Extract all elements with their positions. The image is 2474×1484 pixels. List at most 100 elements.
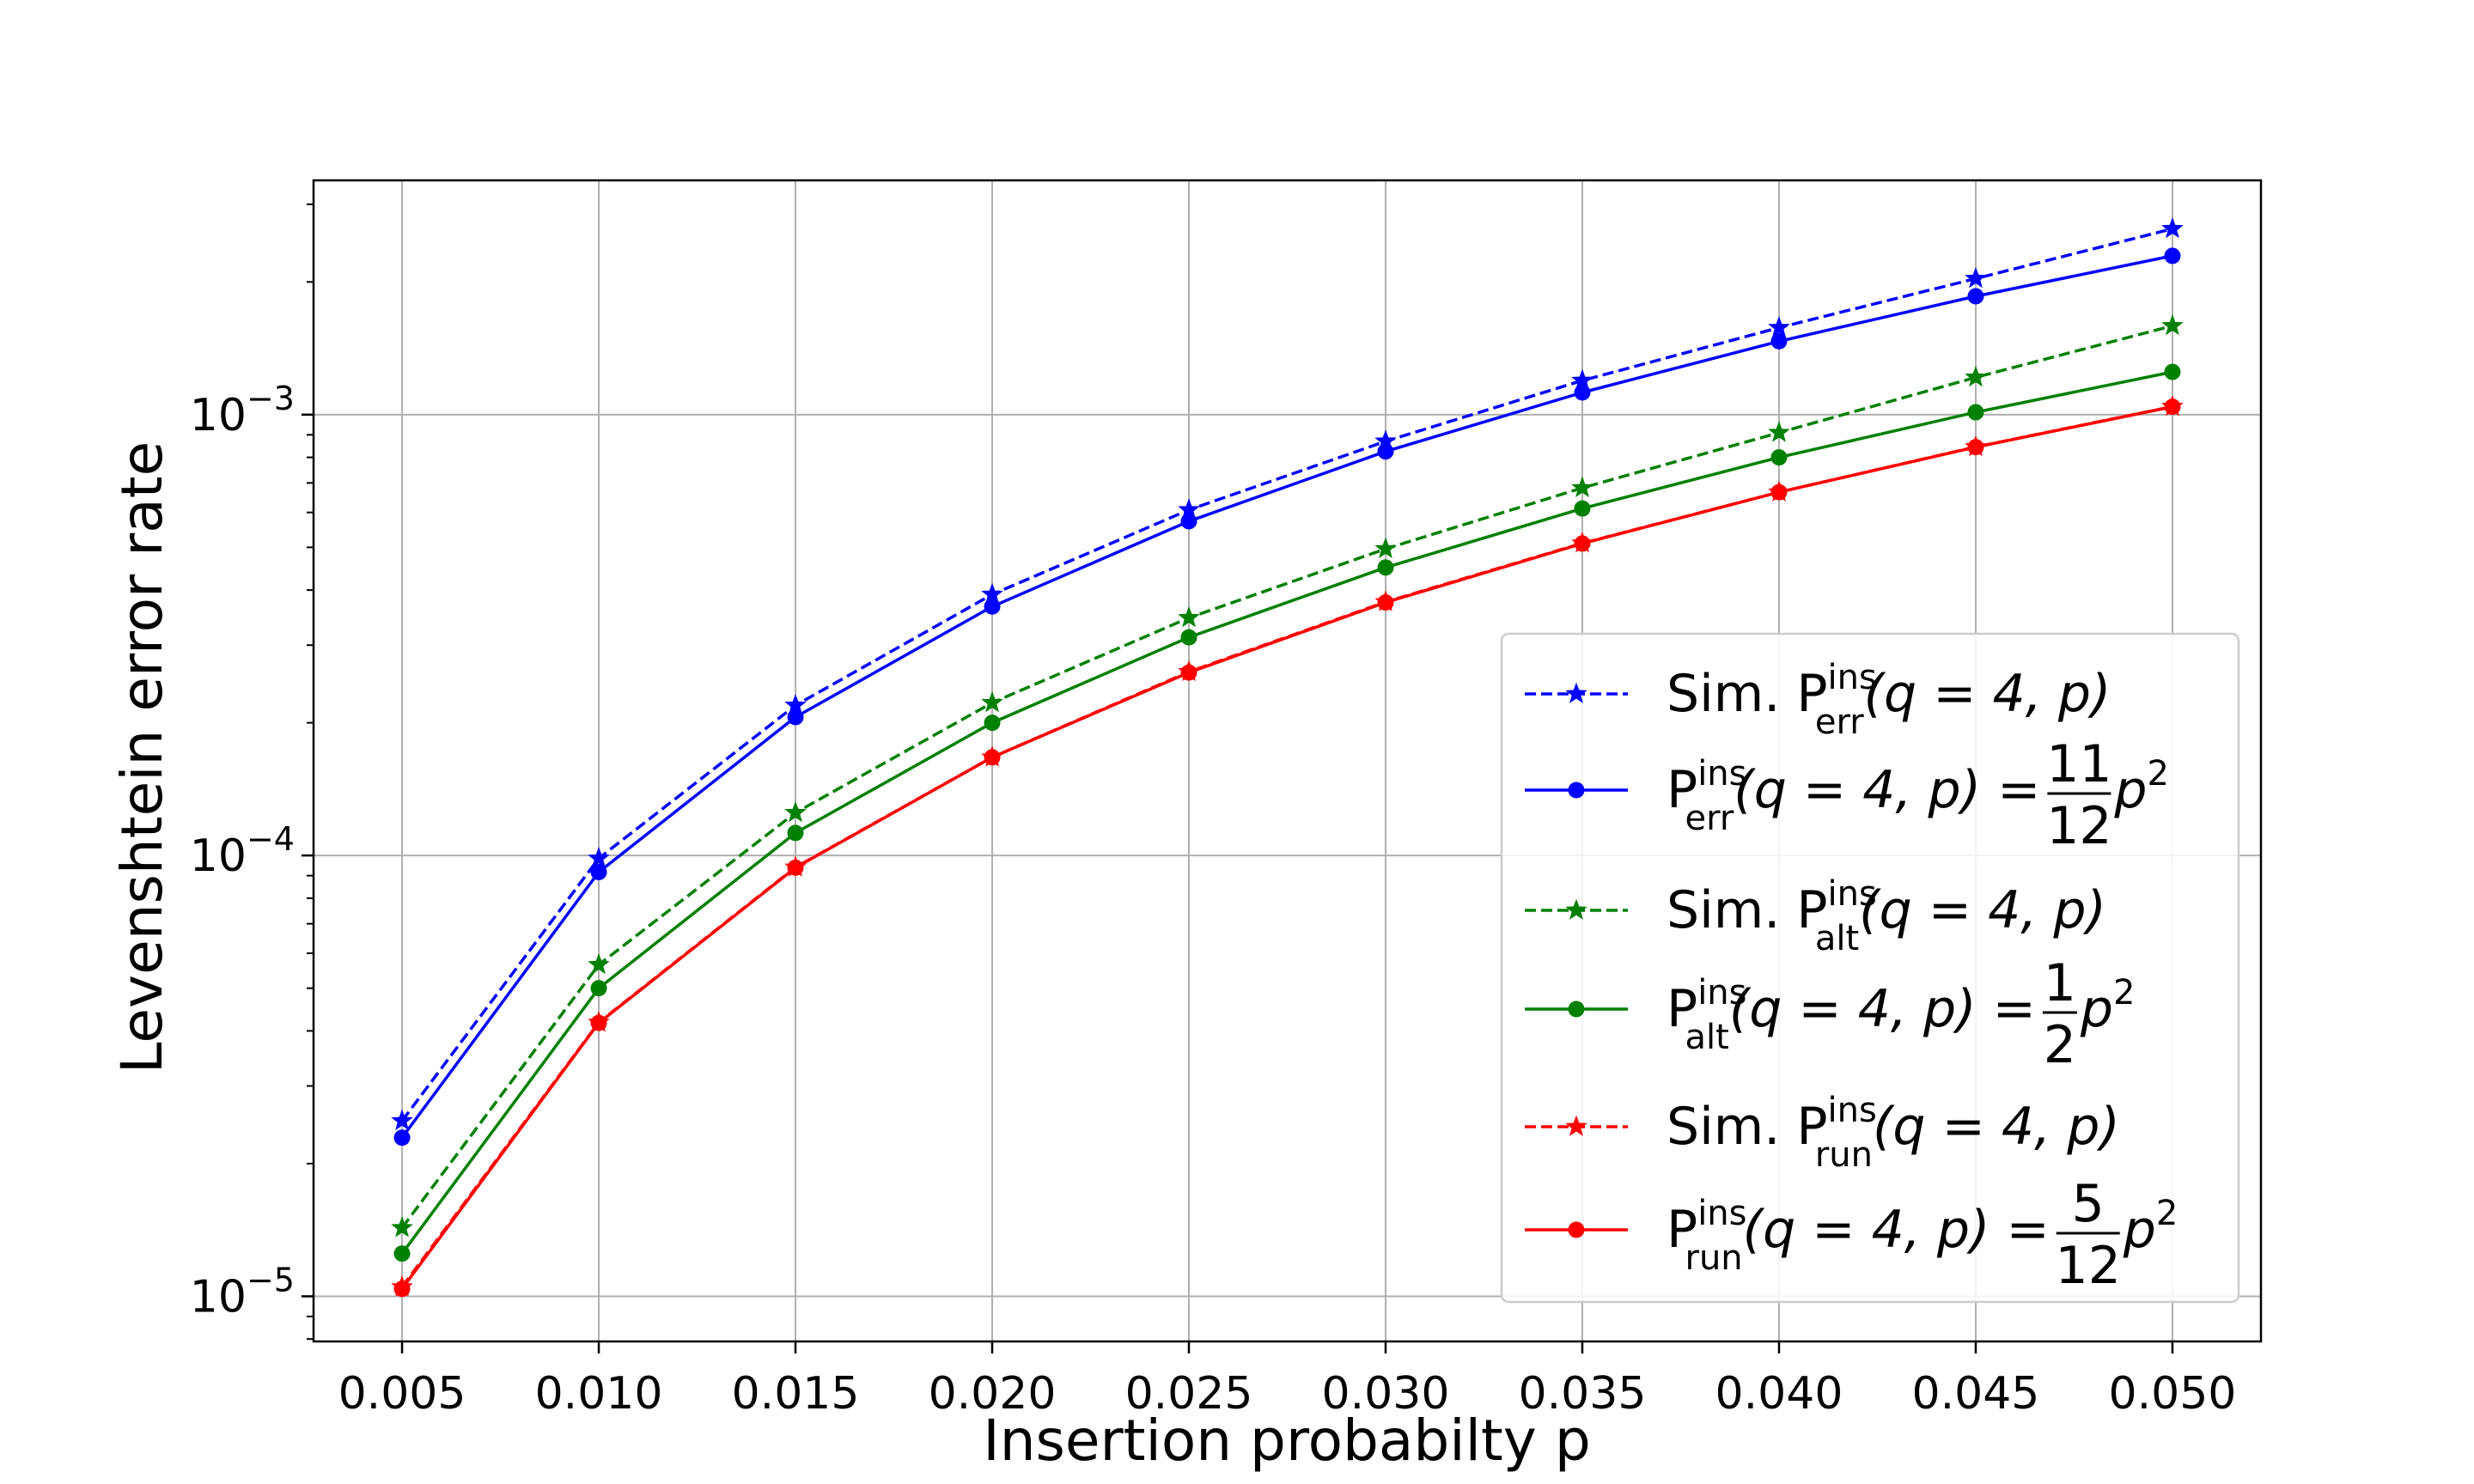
legend-label: Sim. Pins run(q = 4, p) <box>1667 1091 2120 1175</box>
data-point <box>1967 288 1984 305</box>
y-tick-base: 10 <box>190 1271 247 1323</box>
series-4 <box>393 363 2181 1262</box>
x-axis-label: Insertion probabilty p <box>983 1408 1591 1474</box>
data-point <box>787 709 804 726</box>
data-point <box>1574 384 1591 401</box>
y-tick-label: 10−4 <box>190 820 295 882</box>
data-point <box>1571 476 1593 497</box>
x-axis: 0.005 0.010 0.015 0.020 0.025 0.030 0.035 0.040… <box>338 1341 2237 1420</box>
legend-square: 2 <box>2156 1194 2178 1233</box>
data-point <box>391 1216 413 1238</box>
x-tick-label: 0.030 <box>1322 1368 1450 1420</box>
data-point <box>1377 443 1394 460</box>
data-point <box>588 847 610 868</box>
legend-square: 2 <box>2113 973 2135 1013</box>
y-tick-base: 10 <box>190 830 247 882</box>
x-tick-label: 0.040 <box>1715 1368 1843 1420</box>
legend-frac-denominator: 12 <box>2056 1236 2121 1296</box>
series-line <box>400 324 2173 1229</box>
data-point <box>1180 513 1197 530</box>
data-point <box>590 980 607 997</box>
data-point <box>1770 332 1788 350</box>
series-line <box>400 254 2173 1139</box>
legend-item: Sim. Pins err(q = 4, p) <box>1525 658 2111 742</box>
legend-item: Sim. Pins run(q = 4, p) <box>1525 1091 2120 1175</box>
legend-frac-numerator: 11 <box>2046 734 2111 794</box>
data-point <box>1574 500 1591 517</box>
x-tick-label: 0.035 <box>1519 1368 1647 1420</box>
legend-square: 2 <box>2147 754 2168 794</box>
data-point <box>393 1129 411 1146</box>
x-tick-label: 0.015 <box>732 1368 860 1420</box>
legend-tail: p2 <box>2123 1194 2178 1260</box>
x-tick-label: 0.020 <box>929 1368 1057 1420</box>
x-tick-label: 0.025 <box>1125 1368 1253 1420</box>
legend-marker <box>1565 898 1587 920</box>
legend-marker <box>1565 682 1587 703</box>
data-point <box>588 952 610 975</box>
data-point <box>784 800 807 823</box>
data-point <box>393 1245 411 1262</box>
data-point <box>1967 439 1984 456</box>
data-point <box>984 749 1001 766</box>
data-point <box>2164 247 2181 265</box>
series-line <box>400 370 2173 1255</box>
legend-frac-numerator: 5 <box>2072 1174 2105 1234</box>
series-line <box>400 227 2173 1122</box>
legend-marker <box>1568 1221 1585 1238</box>
data-point <box>1180 629 1197 646</box>
x-tick-label: 0.050 <box>2109 1368 2237 1420</box>
data-point <box>393 1280 411 1298</box>
data-point <box>1967 404 1984 421</box>
legend-tail: p2 <box>2080 973 2136 1039</box>
y-tick-label: 10−3 <box>190 380 295 441</box>
series-1 <box>391 216 2184 1131</box>
data-point <box>1965 365 1987 387</box>
data-point <box>981 690 1003 713</box>
data-point <box>1965 266 1987 289</box>
series-3 <box>391 313 2184 1238</box>
legend-frac-denominator: 12 <box>2046 796 2111 856</box>
legend-frac-denominator: 2 <box>2044 1015 2076 1075</box>
series-layer <box>391 216 2184 1298</box>
legend-marker <box>1565 1115 1587 1136</box>
data-point <box>2161 313 2184 336</box>
data-point <box>984 598 1001 615</box>
data-point <box>1768 421 1790 442</box>
data-point <box>391 1109 413 1131</box>
data-point <box>1180 664 1197 681</box>
data-point <box>1377 559 1394 576</box>
legend-item: Sim. Pins alt(q = 4, p) <box>1525 874 2106 958</box>
data-point <box>1574 535 1591 552</box>
data-point <box>787 824 804 842</box>
data-point <box>1178 605 1200 628</box>
data-point <box>590 1014 607 1031</box>
data-point <box>2164 398 2181 416</box>
data-point <box>1770 449 1788 466</box>
legend-label: Sim. Pins alt(q = 4, p) <box>1667 874 2106 958</box>
y-tick-exponent: −4 <box>247 820 295 858</box>
legend-label: Pins run(q = 4, p) = <box>1667 1194 2050 1278</box>
data-point <box>1768 316 1790 338</box>
data-point <box>1770 484 1788 501</box>
series-line <box>400 404 2173 1290</box>
legend-label: Pins err(q = 4, p) = <box>1667 754 2040 838</box>
x-tick-label: 0.005 <box>338 1368 466 1420</box>
legend-box <box>1500 632 2240 1304</box>
data-point <box>1374 537 1397 558</box>
legend-label: Pins alt(q = 4, p) = <box>1667 973 2036 1057</box>
data-point <box>2164 363 2181 380</box>
data-point <box>787 859 804 876</box>
data-point <box>590 863 607 880</box>
legend-label: Sim. Pins err(q = 4, p) <box>1667 658 2111 742</box>
y-axis-label: Levenshtein error rate <box>109 441 175 1073</box>
legend-frac-numerator: 1 <box>2044 953 2076 1013</box>
legend-marker <box>1568 1000 1585 1018</box>
y-tick-exponent: −3 <box>247 380 295 417</box>
y-tick-base: 10 <box>190 390 247 441</box>
series-6 <box>393 398 2181 1298</box>
